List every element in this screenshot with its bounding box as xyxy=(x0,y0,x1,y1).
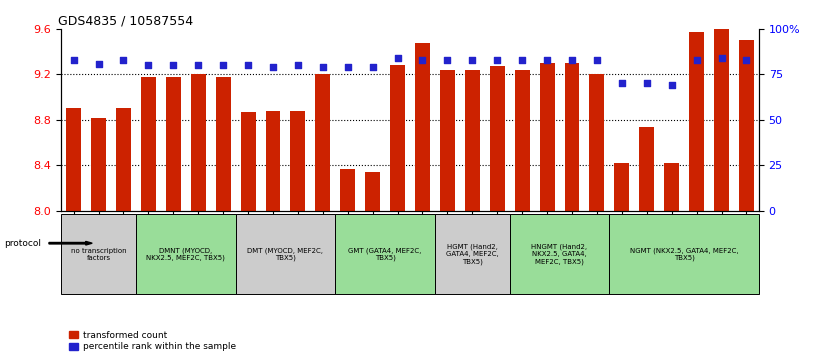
Point xyxy=(540,57,553,63)
Point xyxy=(166,62,180,68)
Bar xyxy=(141,77,156,211)
Bar xyxy=(166,77,181,211)
Bar xyxy=(390,65,405,211)
Bar xyxy=(66,109,81,211)
Point xyxy=(641,81,654,86)
Point xyxy=(242,62,255,68)
Text: HNGMT (Hand2,
NKX2.5, GATA4,
MEF2C, TBX5): HNGMT (Hand2, NKX2.5, GATA4, MEF2C, TBX5… xyxy=(531,244,588,265)
Point xyxy=(466,57,479,63)
Legend: transformed count, percentile rank within the sample: transformed count, percentile rank withi… xyxy=(66,327,240,355)
Point xyxy=(715,55,728,61)
Bar xyxy=(539,63,555,211)
Point xyxy=(490,57,503,63)
Point xyxy=(665,82,678,88)
Point xyxy=(317,64,330,70)
Bar xyxy=(589,74,605,211)
Bar xyxy=(689,32,704,211)
Point xyxy=(690,57,703,63)
Point xyxy=(416,57,429,63)
Bar xyxy=(739,40,754,211)
Text: no transcription
factors: no transcription factors xyxy=(71,248,126,261)
Bar xyxy=(664,163,679,211)
Point xyxy=(192,62,205,68)
Point xyxy=(267,64,280,70)
Bar xyxy=(340,168,355,211)
Bar xyxy=(290,111,305,211)
Bar xyxy=(91,118,106,211)
Point xyxy=(516,57,529,63)
Bar xyxy=(215,77,231,211)
Point xyxy=(67,57,80,63)
Text: DMT (MYOCD, MEF2C,
TBX5): DMT (MYOCD, MEF2C, TBX5) xyxy=(247,247,323,261)
Bar xyxy=(415,42,430,211)
Point xyxy=(291,62,304,68)
Bar xyxy=(241,112,255,211)
Point xyxy=(142,62,155,68)
Bar xyxy=(315,74,330,211)
Bar xyxy=(191,74,206,211)
Bar xyxy=(465,70,480,211)
Point xyxy=(441,57,454,63)
Point xyxy=(117,57,130,63)
Point xyxy=(591,57,604,63)
Bar xyxy=(565,63,579,211)
Text: DMNT (MYOCD,
NKX2.5, MEF2C, TBX5): DMNT (MYOCD, NKX2.5, MEF2C, TBX5) xyxy=(146,247,225,261)
Bar xyxy=(639,127,654,211)
Bar xyxy=(366,172,380,211)
Point xyxy=(366,64,379,70)
Point xyxy=(740,57,753,63)
Bar xyxy=(116,109,131,211)
Text: NGMT (NKX2.5, GATA4, MEF2C,
TBX5): NGMT (NKX2.5, GATA4, MEF2C, TBX5) xyxy=(630,247,738,261)
Bar xyxy=(515,70,530,211)
Text: GMT (GATA4, MEF2C,
TBX5): GMT (GATA4, MEF2C, TBX5) xyxy=(348,247,422,261)
Point xyxy=(341,64,354,70)
Point xyxy=(92,61,105,66)
Bar xyxy=(490,66,505,211)
Text: GDS4835 / 10587554: GDS4835 / 10587554 xyxy=(58,15,193,28)
Point xyxy=(565,57,579,63)
Point xyxy=(615,81,628,86)
Bar xyxy=(714,29,729,211)
Text: protocol: protocol xyxy=(4,239,41,248)
Text: HGMT (Hand2,
GATA4, MEF2C,
TBX5): HGMT (Hand2, GATA4, MEF2C, TBX5) xyxy=(446,244,499,265)
Point xyxy=(391,55,404,61)
Bar xyxy=(614,163,629,211)
Bar xyxy=(440,70,455,211)
Bar xyxy=(265,111,281,211)
Point xyxy=(216,62,229,68)
